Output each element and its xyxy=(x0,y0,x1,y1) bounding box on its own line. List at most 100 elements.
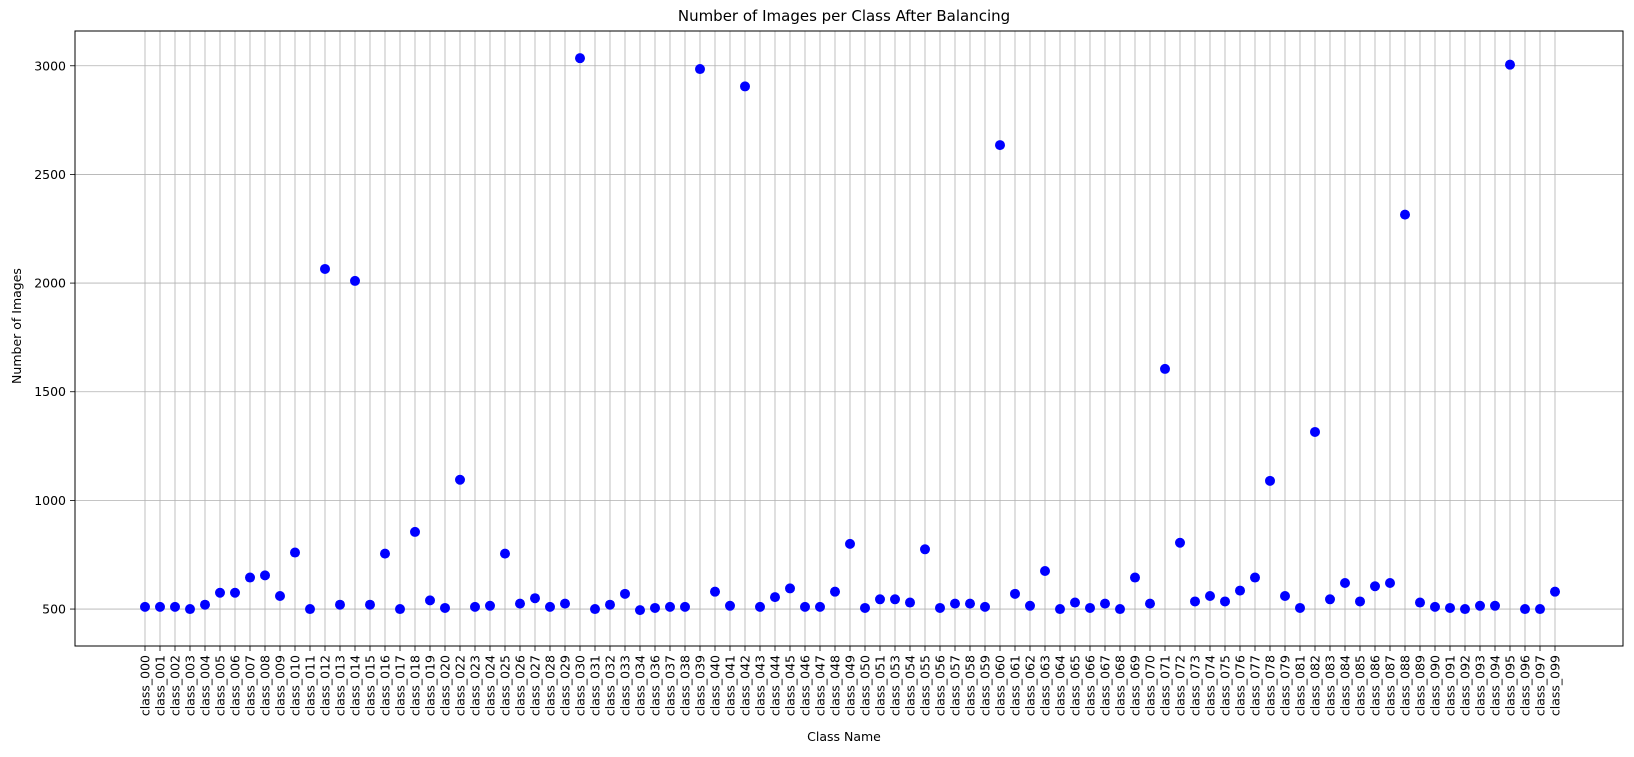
x-tick-label: class_030 xyxy=(573,655,588,716)
x-tick-label: class_086 xyxy=(1368,655,1383,716)
x-tick-label: class_072 xyxy=(1173,655,1188,716)
data-point xyxy=(590,604,600,615)
data-point xyxy=(1100,598,1110,609)
data-point xyxy=(1115,604,1125,615)
data-point xyxy=(1415,597,1425,608)
data-point xyxy=(1280,591,1290,602)
data-point xyxy=(755,601,765,612)
data-point xyxy=(1535,604,1545,615)
x-tick-label: class_018 xyxy=(408,655,423,716)
y-gridlines xyxy=(75,65,1623,610)
x-tick-label: class_087 xyxy=(1383,655,1398,716)
data-point xyxy=(1130,572,1140,583)
data-point xyxy=(1505,59,1515,70)
data-point xyxy=(425,595,435,606)
x-tick-label: class_084 xyxy=(1338,655,1353,716)
data-point xyxy=(1475,600,1485,611)
x-tick-label: class_004 xyxy=(198,655,213,716)
data-point xyxy=(230,587,240,598)
data-point xyxy=(725,600,735,611)
x-tick-label: class_089 xyxy=(1413,655,1428,716)
data-point xyxy=(875,594,885,605)
x-tick-label: class_012 xyxy=(318,655,333,716)
data-point xyxy=(1085,602,1095,613)
data-point xyxy=(470,601,480,612)
data-point xyxy=(1160,363,1170,374)
data-point xyxy=(1460,604,1470,615)
x-tick-label: class_088 xyxy=(1398,655,1413,716)
y-tick-label: 2500 xyxy=(34,167,66,182)
x-tick-label: class_033 xyxy=(618,655,633,716)
data-point xyxy=(920,544,930,555)
data-point xyxy=(995,140,1005,151)
x-tick-label: class_006 xyxy=(228,655,243,716)
x-tick-label: class_049 xyxy=(843,655,858,716)
x-tick-label: class_023 xyxy=(468,655,483,716)
x-tick-label: class_081 xyxy=(1293,655,1308,716)
x-tick-label: class_026 xyxy=(513,655,528,716)
data-point xyxy=(485,600,495,611)
x-tick-label: class_053 xyxy=(888,655,903,716)
x-tick-label: class_055 xyxy=(918,655,933,716)
data-point xyxy=(365,599,375,610)
data-point xyxy=(560,598,570,609)
data-point xyxy=(890,594,900,605)
data-point xyxy=(1190,596,1200,607)
x-tick-label: class_067 xyxy=(1098,655,1113,716)
data-point xyxy=(1310,426,1320,437)
x-tick-label: class_037 xyxy=(663,655,678,716)
chart-title: Number of Images per Class After Balanci… xyxy=(678,7,1010,25)
x-tick-label: class_028 xyxy=(543,655,558,716)
y-tick-label: 3000 xyxy=(34,58,66,73)
x-tick-label: class_070 xyxy=(1143,655,1158,716)
data-point xyxy=(1205,591,1215,602)
data-point xyxy=(770,592,780,603)
y-axis-ticks: 500 1000 1500 2000 2500 3000 xyxy=(34,58,75,617)
x-axis-ticks: class_000 class_001 class_002 class_003 clas… xyxy=(138,646,1563,716)
data-point xyxy=(185,604,195,615)
data-point xyxy=(980,601,990,612)
data-point xyxy=(830,586,840,597)
x-tick-label: class_099 xyxy=(1548,655,1563,716)
x-tick-label: class_060 xyxy=(993,655,1008,716)
data-point xyxy=(1235,585,1245,596)
x-tick-label: class_003 xyxy=(183,655,198,716)
data-point xyxy=(320,263,330,274)
data-point xyxy=(935,602,945,613)
x-tick-label: class_022 xyxy=(453,655,468,716)
data-point xyxy=(440,602,450,613)
data-point xyxy=(905,597,915,608)
x-tick-label: class_083 xyxy=(1323,655,1338,716)
x-tick-label: class_082 xyxy=(1308,655,1323,716)
x-tick-label: class_045 xyxy=(783,655,798,716)
data-point xyxy=(605,599,615,610)
x-tick-label: class_076 xyxy=(1233,655,1248,716)
x-tick-label: class_065 xyxy=(1068,655,1083,716)
x-tick-label: class_094 xyxy=(1488,655,1503,716)
x-tick-label: class_054 xyxy=(903,655,918,716)
x-tick-label: class_015 xyxy=(363,655,378,716)
data-point xyxy=(950,598,960,609)
x-tick-label: class_041 xyxy=(723,655,738,716)
x-tick-label: class_040 xyxy=(708,655,723,716)
x-tick-label: class_059 xyxy=(978,655,993,716)
y-tick-label: 2000 xyxy=(34,276,66,291)
data-point xyxy=(860,602,870,613)
data-point xyxy=(1385,577,1395,588)
x-tick-label: class_068 xyxy=(1113,655,1128,716)
x-tick-label: class_075 xyxy=(1218,655,1233,716)
x-tick-label: class_058 xyxy=(963,655,978,716)
x-tick-label: class_085 xyxy=(1353,655,1368,716)
data-point xyxy=(1295,602,1305,613)
data-point xyxy=(650,602,660,613)
data-point xyxy=(515,598,525,609)
x-tick-label: class_048 xyxy=(828,655,843,716)
data-point xyxy=(410,526,420,537)
x-tick-label: class_096 xyxy=(1518,655,1533,716)
data-point xyxy=(350,275,360,286)
data-points xyxy=(140,53,1560,616)
x-tick-label: class_005 xyxy=(213,655,228,716)
x-tick-label: class_069 xyxy=(1128,655,1143,716)
